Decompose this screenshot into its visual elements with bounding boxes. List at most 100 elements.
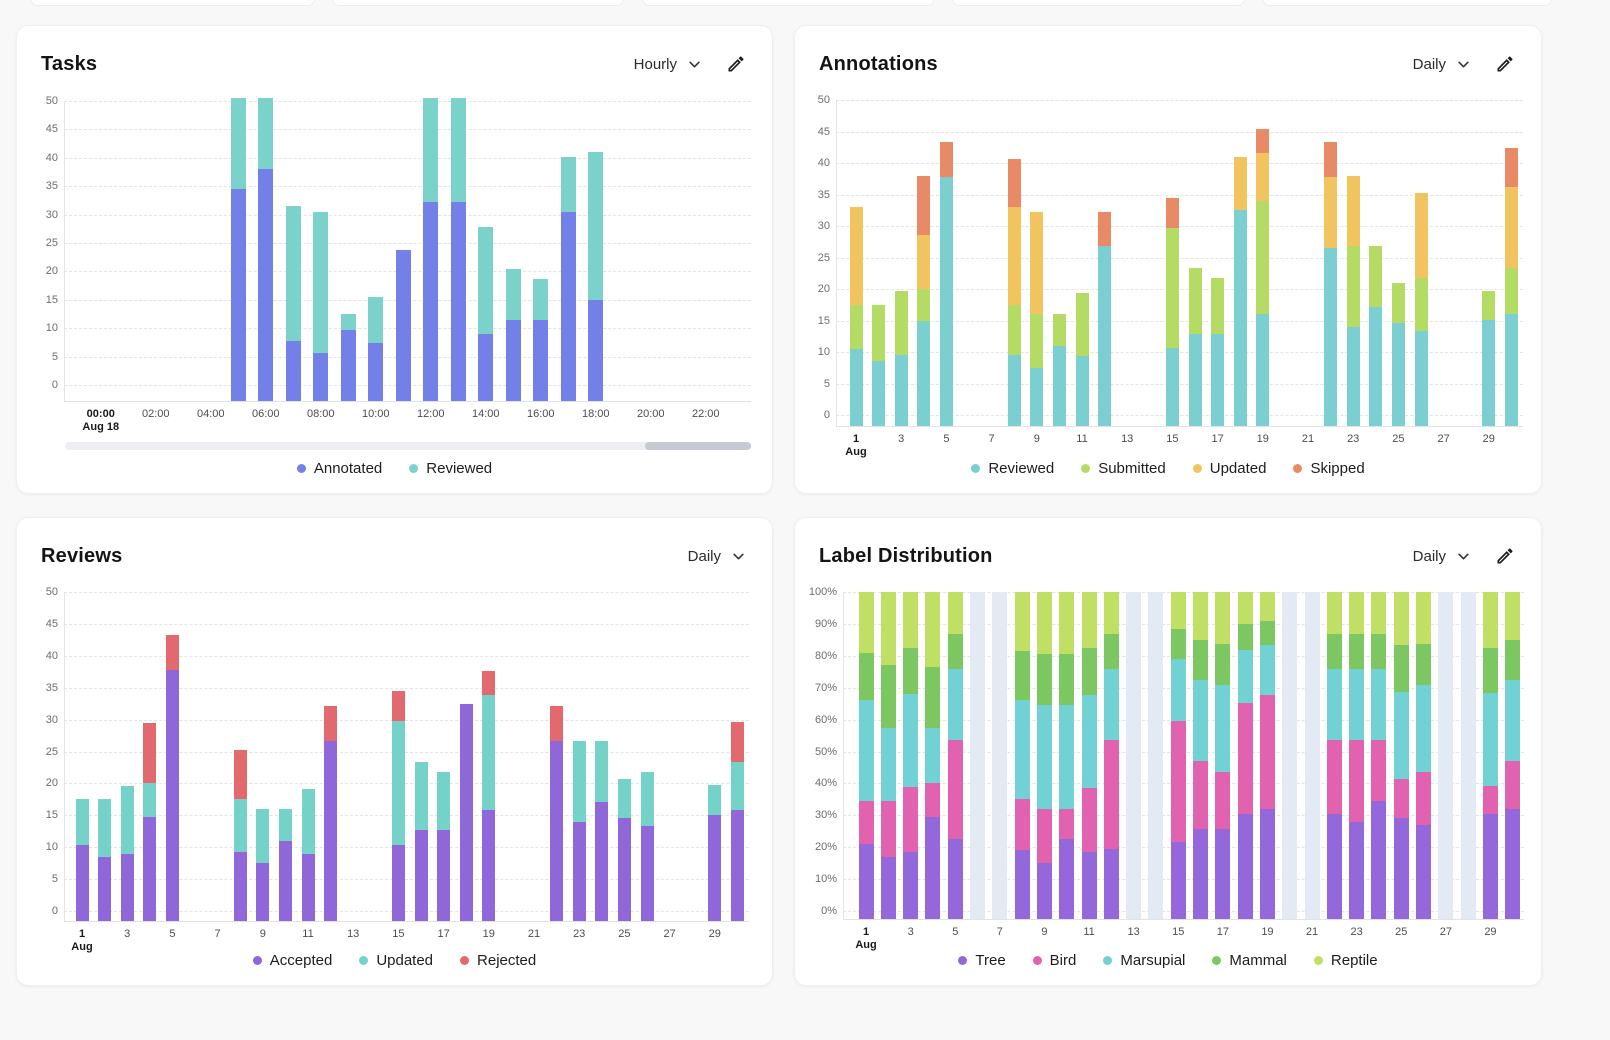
bar-segment-rejected[interactable] — [233, 750, 247, 800]
bar-segment-bird[interactable] — [1259, 694, 1275, 809]
legend-item-mammal[interactable]: Mammal — [1212, 952, 1287, 969]
bar-segment-mammal[interactable] — [1081, 647, 1097, 695]
bar-segment-updated[interactable] — [617, 778, 631, 819]
bar-segment-reptile[interactable] — [1393, 592, 1409, 646]
bar-segment-reviewed[interactable] — [917, 320, 931, 426]
bar-segment-reviewed[interactable] — [1369, 306, 1383, 426]
bar-segment-tree[interactable] — [1259, 808, 1275, 919]
bar-segment-reviewed[interactable] — [1165, 347, 1179, 426]
bar-segment-bird[interactable] — [947, 740, 963, 840]
bar-segment-rejected[interactable] — [391, 690, 405, 721]
bar-segment-bird[interactable] — [1170, 721, 1186, 843]
bar-segment-submitted[interactable] — [1075, 293, 1089, 357]
bar-segment-reviewed[interactable] — [450, 98, 466, 202]
bar-segment-reptile[interactable] — [1482, 592, 1498, 648]
bar-segment-updated[interactable] — [482, 695, 496, 810]
bar-segment-tree[interactable] — [1326, 813, 1342, 919]
bar-segment-bird[interactable] — [1103, 740, 1119, 849]
bar-segment-bird[interactable] — [1349, 740, 1365, 822]
bar-segment-submitted[interactable] — [917, 289, 931, 321]
bar-segment-bird[interactable] — [1014, 799, 1030, 851]
bar-segment-skipped[interactable] — [939, 142, 953, 177]
edit-chart-button[interactable] — [1495, 546, 1515, 566]
bar-segment-tree[interactable] — [1349, 821, 1365, 919]
bar-segment-mammal[interactable] — [1259, 620, 1275, 645]
bar-segment-reviewed[interactable] — [1030, 367, 1044, 426]
legend-item-skipped[interactable]: Skipped — [1293, 460, 1365, 477]
bar-segment-tree[interactable] — [1215, 828, 1231, 919]
bar-segment-submitted[interactable] — [1369, 245, 1383, 307]
bar-segment-submitted[interactable] — [1007, 304, 1021, 356]
bar-segment-accepted[interactable] — [640, 826, 654, 921]
bar-segment-accepted[interactable] — [256, 863, 270, 921]
interval-dropdown-label-distribution[interactable]: Daily — [1413, 548, 1471, 565]
bar-segment-annotated[interactable] — [533, 319, 549, 401]
bar-segment-submitted[interactable] — [1188, 268, 1202, 335]
bar-segment-mammal[interactable] — [858, 652, 874, 701]
bar-segment-rejected[interactable] — [550, 705, 564, 741]
bar-segment-mammal[interactable] — [1505, 639, 1521, 681]
bar-segment-updated[interactable] — [233, 799, 247, 853]
bar-segment-bird[interactable] — [1416, 772, 1432, 825]
bar-segment-updated[interactable] — [708, 785, 722, 816]
bar-segment-marsupial[interactable] — [1014, 700, 1030, 800]
bar-segment-bird[interactable] — [880, 800, 896, 857]
bar-segment-submitted[interactable] — [1346, 246, 1360, 327]
bar-segment-reviewed[interactable] — [1233, 210, 1247, 426]
bar-segment-updated[interactable] — [1007, 207, 1021, 305]
bar-segment-bird[interactable] — [858, 800, 874, 844]
bar-segment-reptile[interactable] — [1326, 592, 1342, 635]
bar-segment-marsupial[interactable] — [1371, 669, 1387, 741]
bar-segment-reptile[interactable] — [1259, 592, 1275, 621]
bar-segment-accepted[interactable] — [730, 809, 744, 921]
bar-segment-reptile[interactable] — [1081, 592, 1097, 648]
bar-segment-mammal[interactable] — [1193, 639, 1209, 681]
bar-segment-tree[interactable] — [1505, 808, 1521, 919]
bar-segment-mammal[interactable] — [1482, 647, 1498, 694]
bar-segment-reviewed[interactable] — [423, 98, 439, 202]
bar-segment-updated[interactable] — [75, 799, 89, 846]
bar-segment-accepted[interactable] — [324, 740, 338, 921]
bar-segment-bird[interactable] — [1505, 761, 1521, 809]
bar-segment-tree[interactable] — [947, 839, 963, 919]
bar-segment-accepted[interactable] — [120, 853, 134, 921]
bar-segment-annotated[interactable] — [285, 341, 301, 401]
bar-segment-annotated[interactable] — [340, 329, 356, 401]
bar-segment-mammal[interactable] — [947, 634, 963, 670]
bar-segment-updated[interactable] — [640, 771, 654, 827]
legend-item-accepted[interactable]: Accepted — [252, 952, 332, 969]
bar-segment-tree[interactable] — [1103, 848, 1119, 919]
bar-segment-tree[interactable] — [1036, 863, 1052, 919]
bar-segment-annotated[interactable] — [258, 169, 274, 401]
bar-segment-accepted[interactable] — [437, 829, 451, 921]
bar-segment-marsupial[interactable] — [1170, 658, 1186, 722]
bar-segment-reviewed[interactable] — [258, 98, 274, 170]
bar-segment-reviewed[interactable] — [872, 361, 886, 426]
bar-segment-updated[interactable] — [572, 740, 586, 822]
bar-segment-annotated[interactable] — [478, 333, 494, 401]
bar-segment-reptile[interactable] — [1170, 592, 1186, 630]
bar-segment-reviewed[interactable] — [1075, 356, 1089, 426]
bar-segment-rejected[interactable] — [165, 634, 179, 670]
bar-segment-accepted[interactable] — [595, 801, 609, 921]
bar-segment-skipped[interactable] — [1165, 198, 1179, 228]
bar-segment-reviewed[interactable] — [1414, 330, 1428, 426]
legend-item-updated[interactable]: Updated — [1192, 460, 1266, 477]
bar-segment-updated[interactable] — [391, 720, 405, 845]
bar-segment-accepted[interactable] — [550, 740, 564, 921]
bar-segment-reptile[interactable] — [1059, 592, 1075, 655]
legend-item-rejected[interactable]: Rejected — [460, 952, 536, 969]
bar-segment-submitted[interactable] — [1414, 277, 1428, 331]
bar-segment-reviewed[interactable] — [230, 98, 246, 190]
bar-segment-reviewed[interactable] — [849, 348, 863, 426]
bar-segment-reviewed[interactable] — [533, 278, 549, 320]
scrollbar-thumb[interactable] — [644, 442, 751, 450]
bar-segment-mammal[interactable] — [1059, 654, 1075, 706]
bar-segment-mammal[interactable] — [1371, 634, 1387, 670]
bar-segment-annotated[interactable] — [230, 189, 246, 401]
bar-segment-skipped[interactable] — [1007, 158, 1021, 208]
bar-segment-tree[interactable] — [1193, 828, 1209, 919]
bar-segment-submitted[interactable] — [1211, 277, 1225, 335]
bar-segment-marsupial[interactable] — [858, 700, 874, 801]
bar-segment-accepted[interactable] — [75, 845, 89, 921]
